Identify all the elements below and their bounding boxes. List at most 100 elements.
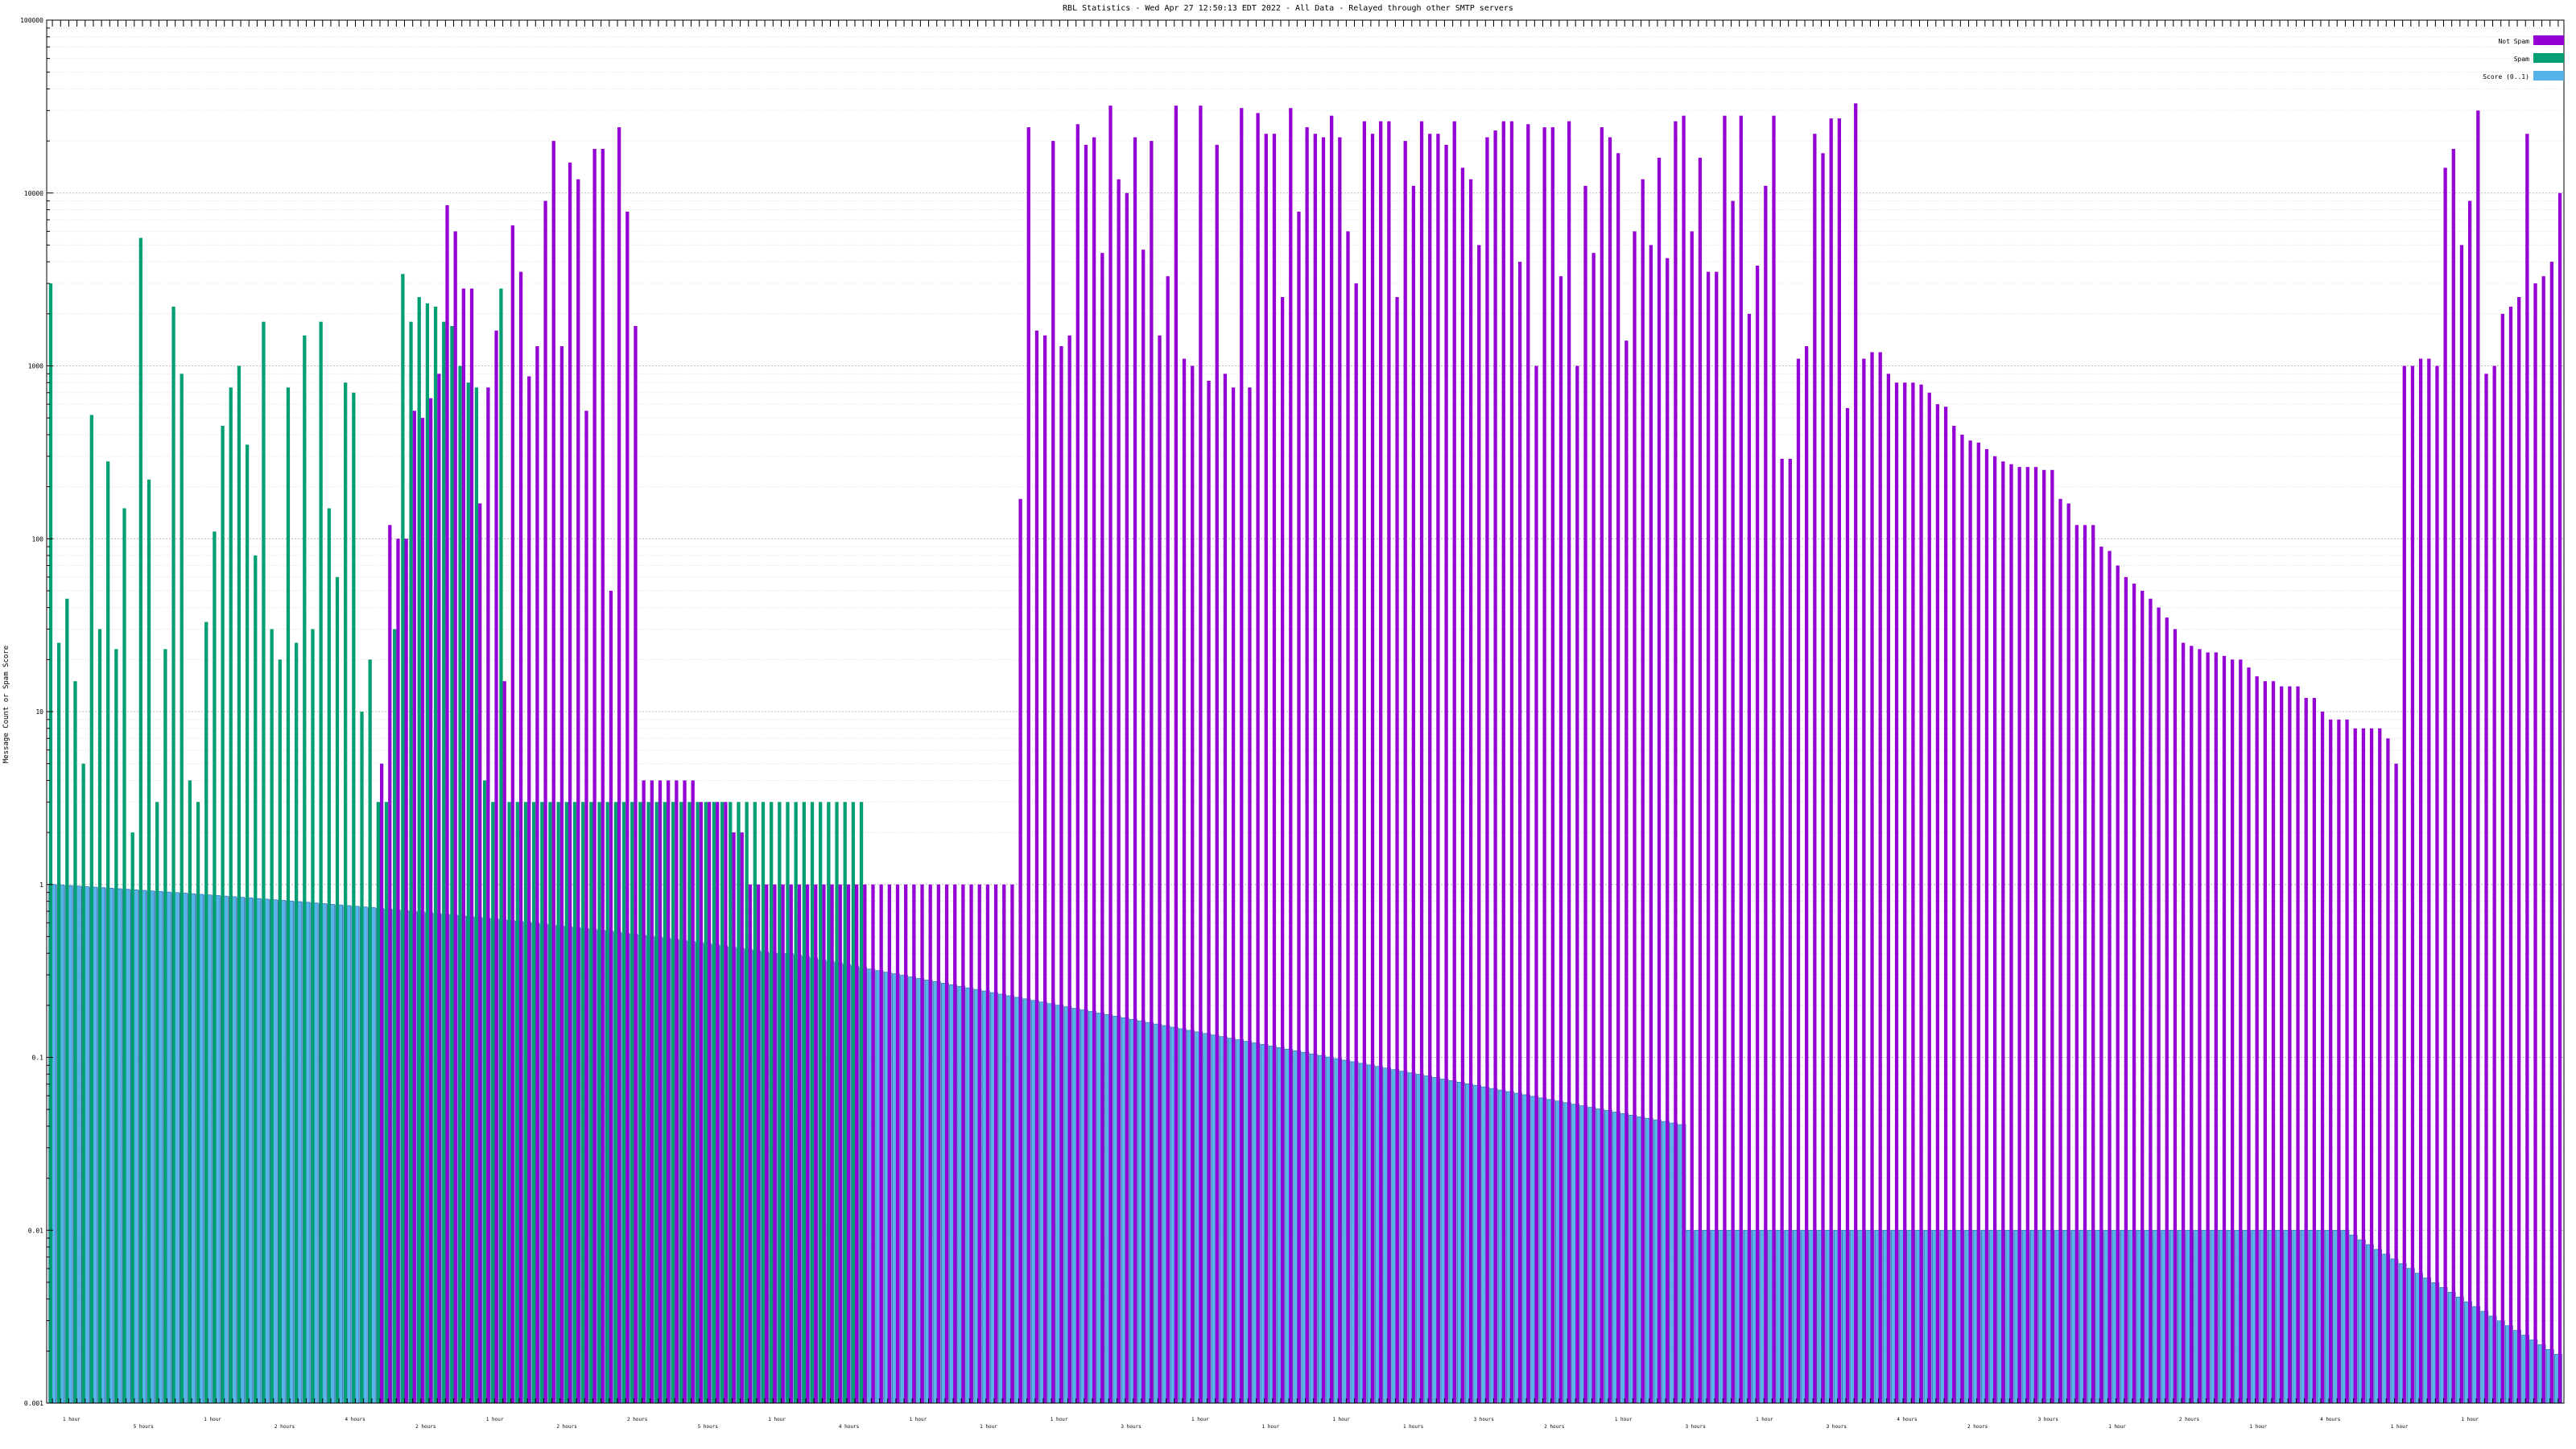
not-spam-bar <box>1706 271 1711 1403</box>
x-group-label: 3 hours <box>1685 1424 1706 1430</box>
x-ticks <box>52 20 2559 1403</box>
not-spam-bar <box>1813 134 1817 1403</box>
spam-bar <box>196 802 200 1403</box>
not-spam-bar <box>2214 652 2218 1403</box>
not-spam-bar <box>1943 407 1948 1403</box>
not-spam-bar <box>2231 659 2235 1403</box>
spam-bar <box>89 415 93 1403</box>
not-spam-bar <box>1411 185 1416 1403</box>
x-group-label: 2 hours <box>275 1424 295 1430</box>
chart-title: RBL Statistics - Wed Apr 27 12:50:13 EDT… <box>1063 4 1513 13</box>
spam-bar <box>581 802 585 1403</box>
spam-bar <box>213 531 217 1404</box>
not-spam-bar <box>912 884 916 1403</box>
not-spam-bar <box>1616 153 1620 1403</box>
not-spam-bar <box>1215 144 1219 1403</box>
not-spam-bar <box>2132 584 2136 1403</box>
spam-bar <box>130 832 134 1403</box>
spam-bar <box>360 712 364 1403</box>
spam-bar <box>474 387 479 1404</box>
not-spam-bar <box>1248 387 1252 1404</box>
spam-bar <box>417 297 421 1404</box>
not-spam-bar <box>1026 127 1030 1404</box>
not-spam-bar <box>1018 498 1022 1403</box>
not-spam-bar <box>1191 365 1195 1403</box>
not-spam-bar <box>642 780 646 1403</box>
not-spam-bar <box>1297 211 1301 1403</box>
y-tick-label: 10000 <box>24 190 43 197</box>
x-group-label: 3 hours <box>2038 1417 2059 1422</box>
not-spam-bar <box>814 884 818 1403</box>
not-spam-bar <box>1575 365 1579 1403</box>
not-spam-bar <box>887 884 891 1403</box>
y-tick-label: 100 <box>32 535 44 543</box>
spam-bar <box>450 326 454 1403</box>
not-spam-bar <box>1698 157 1703 1403</box>
not-spam-bar <box>1657 157 1662 1403</box>
spam-bar <box>712 802 716 1403</box>
not-spam-bar <box>1567 121 1571 1403</box>
legend-label: Spam <box>2514 56 2529 63</box>
not-spam-bar <box>1501 121 1505 1403</box>
not-spam-bar <box>805 884 810 1403</box>
spam-bar <box>556 802 560 1403</box>
legend: Not Spam Spam Score (0..1) <box>2483 35 2564 80</box>
not-spam-bar <box>1674 121 1678 1403</box>
spam-bar <box>737 802 741 1403</box>
x-group-label: 1 hour <box>910 1417 927 1422</box>
not-spam-bar <box>1558 276 1563 1403</box>
not-spam-bar <box>1305 127 1309 1404</box>
not-spam-bar <box>412 411 416 1404</box>
not-spam-bar <box>1591 253 1596 1403</box>
not-spam-bar <box>1764 185 1768 1403</box>
not-spam-bar <box>1395 297 1399 1404</box>
spam-bar <box>523 802 528 1403</box>
spam-bar <box>835 802 839 1403</box>
not-spam-bar <box>2042 469 2046 1403</box>
not-spam-bar <box>2500 313 2504 1404</box>
not-spam-bar <box>1370 134 1375 1403</box>
not-spam-bar <box>683 780 687 1403</box>
spam-bar <box>344 382 348 1404</box>
not-spam-bar <box>1878 352 1882 1403</box>
x-group-label: 5 hours <box>698 1424 719 1430</box>
not-spam-bar <box>1534 365 1538 1403</box>
not-spam-bar <box>2337 719 2341 1403</box>
not-spam-bar <box>2198 649 2202 1403</box>
spam-bar <box>254 555 258 1403</box>
x-group-label: 1 hour <box>980 1424 997 1430</box>
x-group-label: 1 hour <box>1051 1417 1068 1422</box>
y-tick-label: 1 <box>39 881 43 889</box>
spam-bar <box>786 802 790 1403</box>
not-spam-bar <box>879 884 883 1403</box>
not-spam-bar <box>461 288 465 1404</box>
not-spam-bar <box>2533 283 2537 1403</box>
not-spam-bar <box>429 398 433 1403</box>
not-spam-bar <box>1829 118 1833 1403</box>
not-spam-bar <box>1666 258 1670 1403</box>
not-spam-bar <box>1313 134 1317 1403</box>
not-spam-bar <box>2476 110 2480 1403</box>
not-spam-bar <box>2451 148 2455 1404</box>
not-spam-bar <box>379 763 384 1403</box>
not-spam-bar <box>846 884 851 1403</box>
spam-bar <box>515 802 519 1403</box>
x-group-label: 4 hours <box>345 1417 366 1422</box>
not-spam-bar <box>1862 358 1866 1403</box>
not-spam-bar <box>1739 115 1743 1404</box>
not-spam-bar <box>2239 659 2243 1403</box>
not-spam-bar <box>732 832 736 1403</box>
x-group-label: 3 hours <box>1474 1417 1495 1422</box>
not-spam-bar <box>2443 167 2447 1403</box>
spam-bar <box>802 802 806 1403</box>
spam-bar <box>73 681 77 1403</box>
not-spam-bar <box>2280 686 2284 1403</box>
spam-bar <box>458 365 462 1403</box>
not-spam-bar <box>838 884 842 1403</box>
not-spam-bar <box>2140 590 2145 1403</box>
not-spam-bar <box>420 418 425 1403</box>
not-spam-bar <box>2190 646 2194 1403</box>
not-spam-bar <box>1493 130 1497 1403</box>
not-spam-bar <box>1092 137 1096 1403</box>
spam-bar <box>286 387 291 1404</box>
